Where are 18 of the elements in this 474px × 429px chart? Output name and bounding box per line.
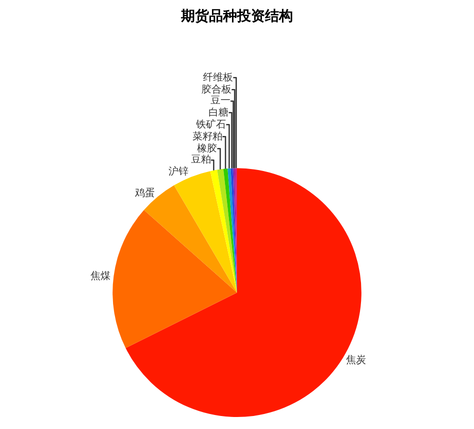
- pie-slice: [210, 170, 237, 293]
- slice-label: 铁矿石: [195, 118, 226, 131]
- slice-label: 豆一: [210, 96, 231, 107]
- pie-slice: [217, 168, 237, 293]
- pie-slice: [223, 168, 237, 293]
- slice-label: 焦炭: [346, 354, 366, 366]
- slice-label: 白糖: [208, 106, 229, 119]
- slice-label: 胶合板: [202, 84, 232, 96]
- pie-slice: [144, 185, 237, 293]
- slice-label: 焦煤: [90, 270, 111, 282]
- chart-title: 期货品种投资结构: [180, 8, 293, 25]
- slice-label: 鸡蛋: [134, 186, 155, 199]
- slice-label: 豆粕: [190, 154, 211, 166]
- pie-slice: [112, 210, 237, 348]
- slice-label: 菜籽粕: [192, 130, 222, 143]
- slice-label: 橡胶: [197, 142, 218, 155]
- slice-label: 纤维板: [203, 72, 234, 84]
- slice-label: 沪锌: [168, 166, 189, 178]
